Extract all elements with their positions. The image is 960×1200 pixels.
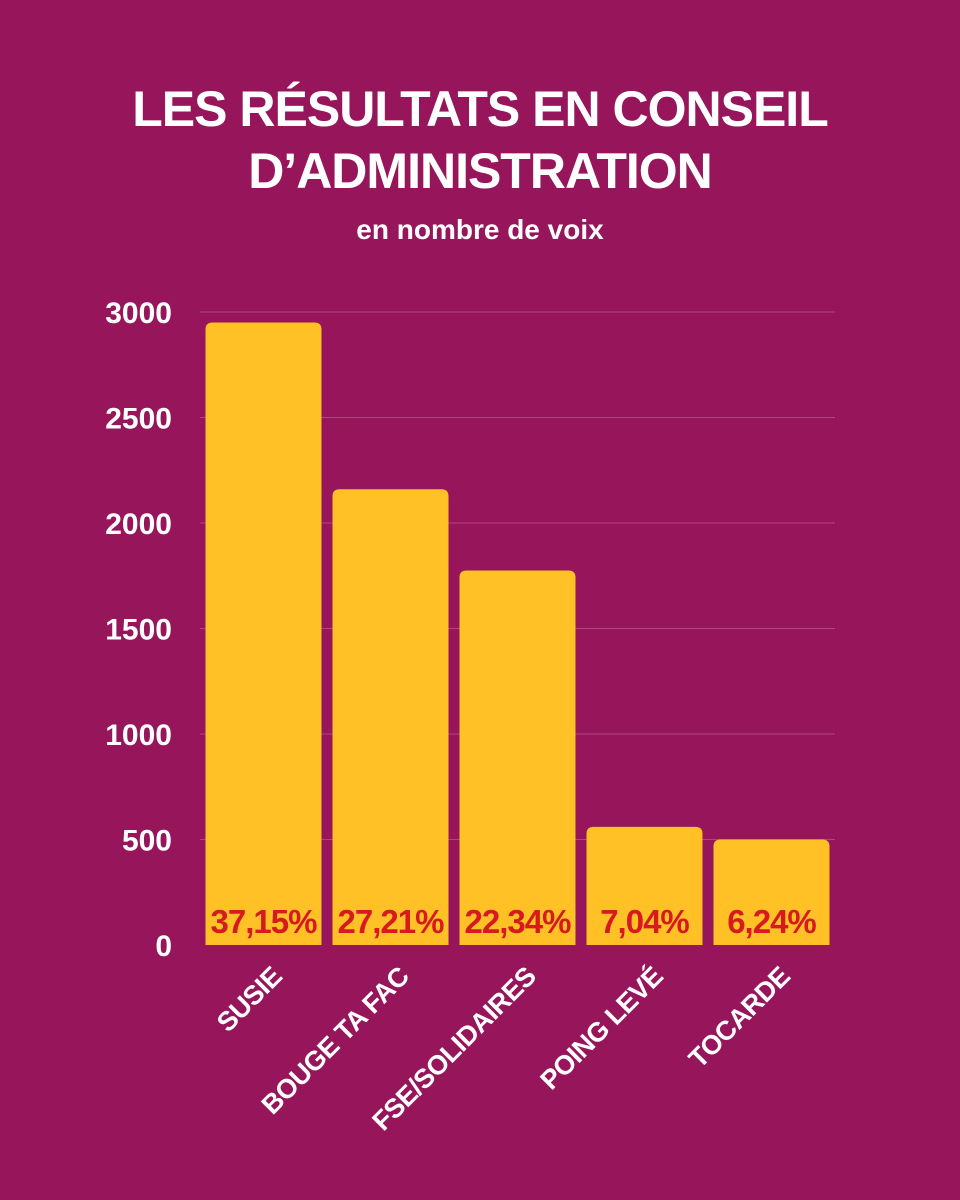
bar bbox=[713, 839, 830, 945]
y-tick-label: 2500 bbox=[105, 403, 172, 436]
bar-percent-label: 22,34% bbox=[465, 903, 572, 940]
chart-title-line-1: LES RÉSULTATS EN CONSEIL bbox=[132, 81, 828, 137]
x-category-label: SUSIE bbox=[211, 961, 288, 1038]
x-category-label: TOCARDE bbox=[683, 961, 796, 1074]
bar-percent-label: 7,04% bbox=[600, 903, 689, 940]
y-tick-label: 2000 bbox=[105, 508, 172, 541]
bar bbox=[332, 489, 449, 945]
chart-title-line-2: D’ADMINISTRATION bbox=[248, 143, 713, 199]
y-tick-label: 500 bbox=[122, 825, 172, 858]
bar-percent-label: 27,21% bbox=[338, 903, 445, 940]
y-tick-label: 3000 bbox=[105, 297, 172, 330]
bar-percent-label: 37,15% bbox=[211, 903, 318, 940]
chart-subtitle: en nombre de voix bbox=[356, 214, 604, 245]
x-category-label: POING LEVÉ bbox=[534, 960, 669, 1095]
y-tick-label: 0 bbox=[155, 930, 172, 963]
chart-title: LES RÉSULTATS EN CONSEIL D’ADMINISTRATIO… bbox=[0, 78, 960, 202]
bar bbox=[205, 322, 322, 945]
bar bbox=[459, 570, 576, 945]
y-tick-label: 1000 bbox=[105, 719, 172, 752]
bar-percent-label: 6,24% bbox=[727, 903, 816, 940]
y-tick-label: 1500 bbox=[105, 614, 172, 647]
bar bbox=[586, 826, 703, 945]
